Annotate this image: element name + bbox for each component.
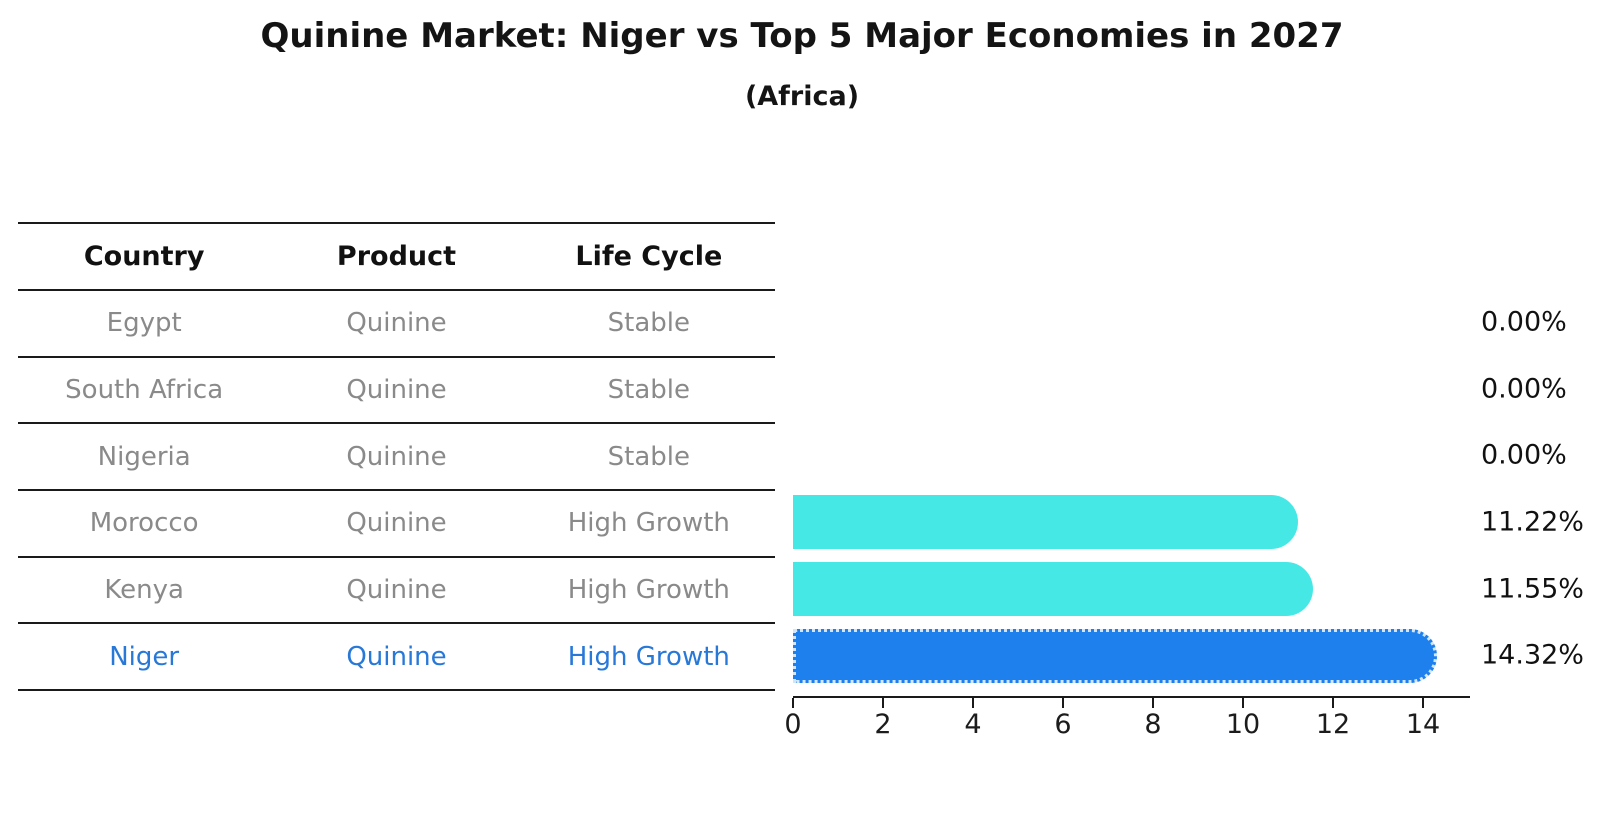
- table-row-morocco: Morocco Quinine High Growth: [18, 491, 775, 558]
- product-cell: Quinine: [346, 308, 447, 339]
- product-cell: Quinine: [346, 575, 447, 606]
- x-tick-mark: [972, 698, 974, 708]
- life-cycle-cell: Stable: [607, 441, 690, 472]
- chart-subtitle: (Africa): [744, 81, 860, 112]
- bar-niger: [793, 628, 1438, 683]
- x-tick-mark: [882, 698, 884, 708]
- x-tick-mark: [1062, 698, 1064, 708]
- col-header-life-cycle: Life Cycle: [575, 241, 723, 272]
- x-tick-mark: [1152, 698, 1154, 708]
- x-tick-mark: [792, 698, 794, 708]
- country-cell: Kenya: [104, 575, 184, 606]
- x-tick-mark: [1422, 698, 1424, 708]
- col-header-product: Product: [336, 241, 457, 272]
- value-label-nigeria: 0.00%: [1481, 439, 1567, 471]
- x-tick-label: 2: [874, 709, 892, 740]
- value-label-niger: 14.32%: [1481, 639, 1584, 671]
- life-cycle-cell: Stable: [607, 308, 690, 339]
- table-row-south-africa: South Africa Quinine Stable: [18, 358, 775, 425]
- x-tick-label: 10: [1225, 709, 1261, 740]
- value-label-kenya: 11.55%: [1481, 573, 1584, 605]
- product-cell: Quinine: [346, 508, 447, 539]
- life-cycle-cell: Stable: [607, 375, 690, 406]
- table-row-egypt: Egypt Quinine Stable: [18, 291, 775, 358]
- product-cell: Quinine: [346, 641, 447, 672]
- x-tick-label: 0: [784, 709, 802, 740]
- product-cell: Quinine: [346, 441, 447, 472]
- country-cell: Nigeria: [97, 441, 191, 472]
- life-cycle-cell: High Growth: [567, 641, 730, 672]
- country-cell: South Africa: [65, 375, 224, 406]
- country-cell: Niger: [109, 641, 180, 672]
- x-tick-label: 4: [964, 709, 982, 740]
- country-cell: Morocco: [89, 508, 199, 539]
- value-label-morocco: 11.22%: [1481, 506, 1584, 538]
- table-row-niger: Niger Quinine High Growth: [18, 624, 775, 692]
- table-row-nigeria: Nigeria Quinine Stable: [18, 424, 775, 492]
- value-label-egypt: 0.00%: [1481, 306, 1567, 338]
- col-header-country: Country: [83, 241, 205, 272]
- country-cell: Egypt: [106, 308, 182, 339]
- x-axis-line: [793, 696, 1470, 698]
- bar-kenya: [793, 562, 1313, 617]
- life-cycle-cell: High Growth: [567, 508, 730, 539]
- x-tick-label: 12: [1315, 709, 1351, 740]
- x-tick-label: 8: [1144, 709, 1162, 740]
- x-tick-label: 6: [1054, 709, 1072, 740]
- table-row-kenya: Kenya Quinine High Growth: [18, 558, 775, 625]
- life-cycle-cell: High Growth: [567, 575, 730, 606]
- country-table: Country Product Life Cycle Egypt Quinine…: [18, 222, 775, 692]
- value-label-south-africa: 0.00%: [1481, 373, 1567, 405]
- x-tick-mark: [1242, 698, 1244, 708]
- product-cell: Quinine: [346, 375, 447, 406]
- x-tick-mark: [1332, 698, 1334, 708]
- bar-morocco: [793, 495, 1298, 550]
- x-tick-label: 14: [1405, 709, 1441, 740]
- table-header-row: Country Product Life Cycle: [18, 224, 775, 291]
- chart-title: Quinine Market: Niger vs Top 5 Major Eco…: [260, 16, 1344, 56]
